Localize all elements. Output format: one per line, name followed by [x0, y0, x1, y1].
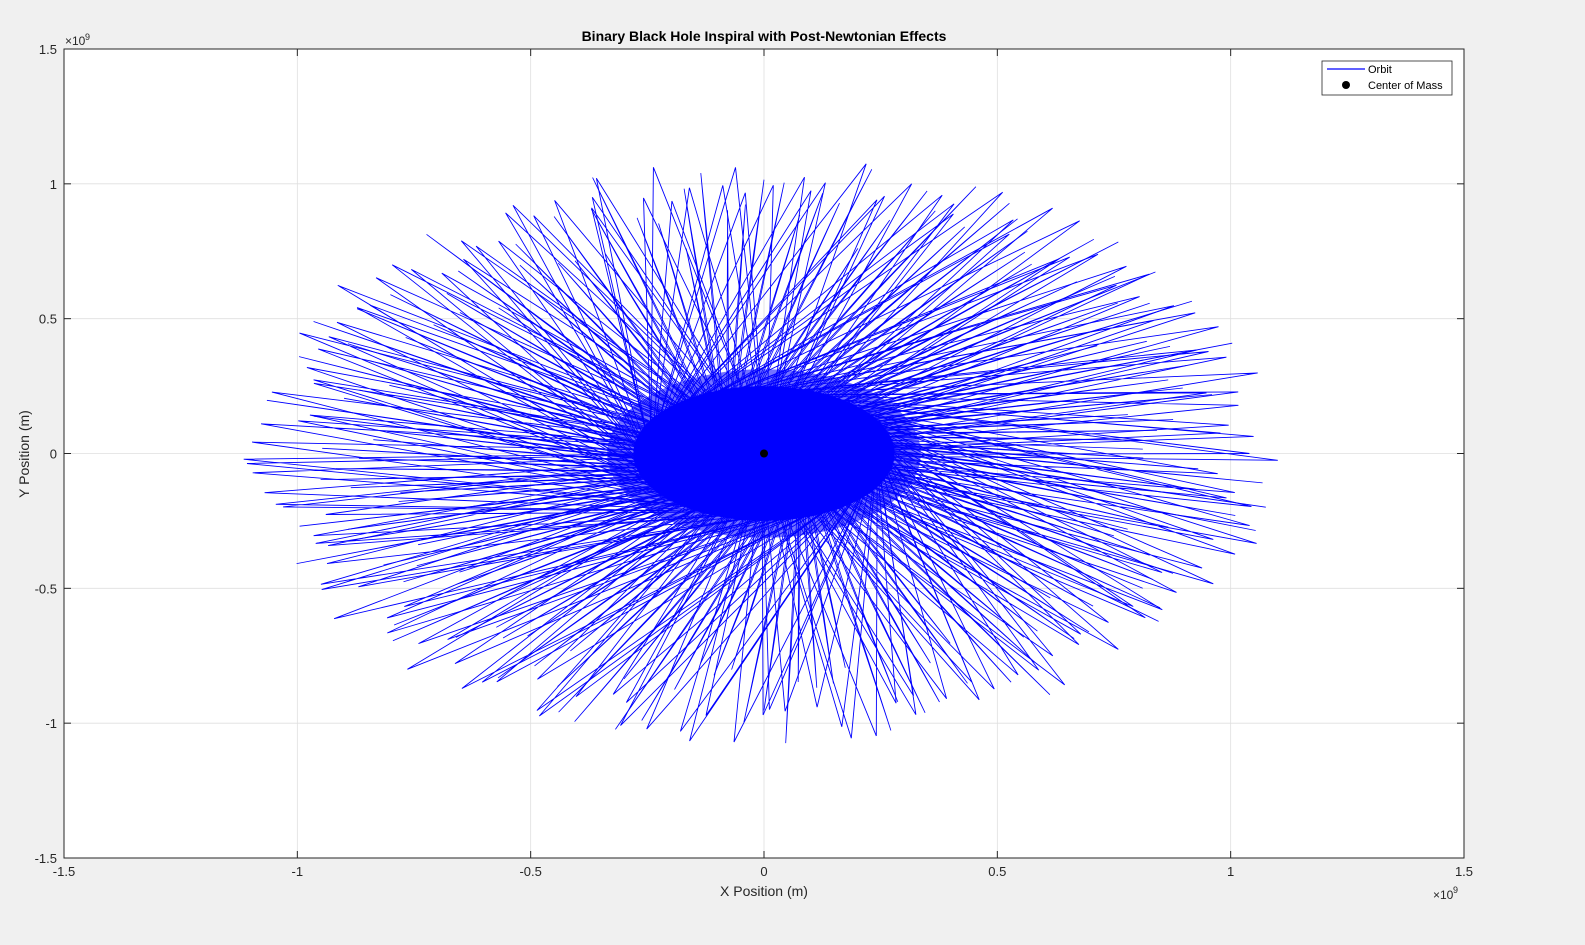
svg-text:9: 9: [1453, 885, 1458, 895]
legend-box: [1321, 60, 1453, 96]
x-tick-label: 0.5: [988, 864, 1006, 879]
tick-labels: -1.5 -1 -0.5 0 0.5 1 1.5 -1.5 -1 -0.5 0 0.5 1 1.5: [35, 42, 1473, 879]
x-tick-label: 1.5: [1455, 864, 1473, 879]
y-axis-label: Y Position (m): [16, 410, 32, 498]
x-tick-label: -1: [292, 864, 304, 879]
legend-orbit-label: Orbit: [1368, 64, 1392, 76]
y-tick-label: -1.5: [35, 851, 57, 866]
legend[interactable]: Orbit Center of Mass: [1321, 60, 1453, 96]
y-tick-label: 1.5: [39, 42, 57, 57]
y-tick-label: -1: [45, 716, 57, 731]
svg-text:×10: ×10: [65, 34, 86, 48]
y-tick-label: -0.5: [35, 581, 57, 596]
x-tick-label: -1.5: [53, 864, 75, 879]
y-tick-label: 1: [50, 177, 57, 192]
y-tick-label: 0: [50, 447, 57, 462]
legend-com-swatch: [1342, 81, 1350, 89]
y-axis-exponent: ×10 9: [65, 32, 90, 48]
x-axis-label: X Position (m): [720, 883, 808, 899]
y-tick-label: 0.5: [39, 312, 57, 327]
x-tick-label: -0.5: [519, 864, 541, 879]
svg-text:9: 9: [85, 32, 90, 42]
legend-com-label: Center of Mass: [1368, 80, 1443, 92]
x-tick-label: 1: [1227, 864, 1234, 879]
center-of-mass-marker: [760, 449, 768, 458]
x-tick-label: 0: [760, 864, 767, 879]
x-axis-exponent: ×10 9: [1433, 885, 1458, 902]
center-of-mass-series: [760, 449, 768, 458]
svg-text:×10: ×10: [1433, 888, 1454, 902]
chart-title: Binary Black Hole Inspiral with Post-New…: [582, 28, 947, 44]
axis-ticks: [63, 48, 1465, 859]
